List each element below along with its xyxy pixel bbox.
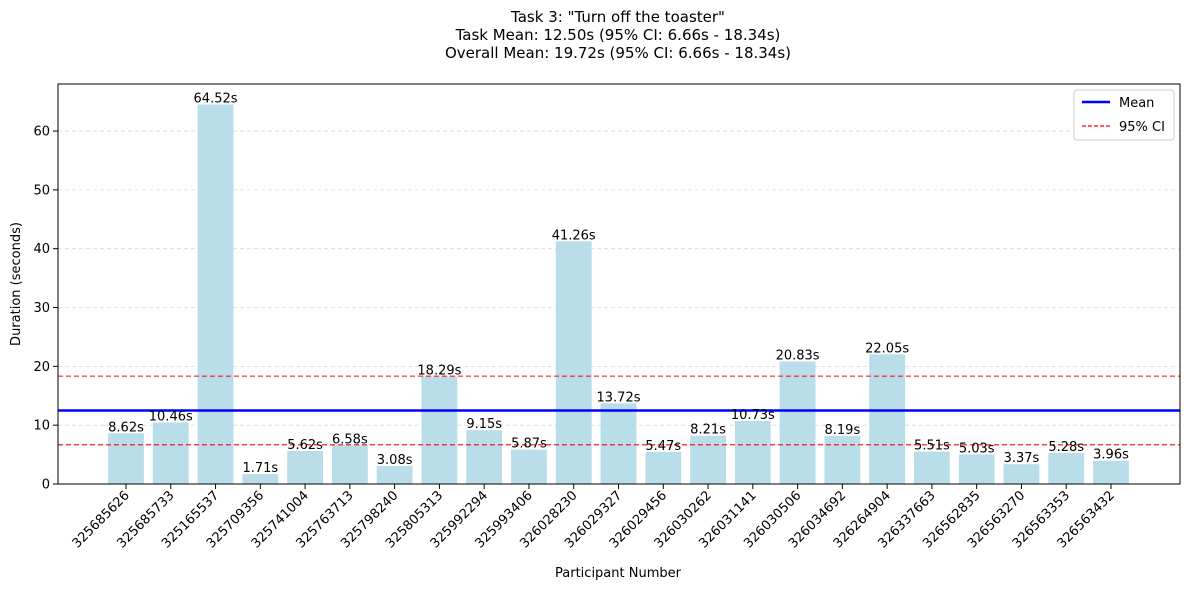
bar: [152, 422, 189, 484]
y-axis-label: Duration (seconds): [9, 222, 24, 346]
y-tick-label: 10: [33, 419, 50, 434]
bar-value-label: 8.62s: [108, 420, 144, 435]
legend-mean-label: Mean: [1119, 96, 1154, 111]
bar: [331, 445, 368, 484]
bar-value-label: 20.83s: [776, 348, 820, 363]
chart-title: Task 3: "Turn off the toaster" Task Mean…: [445, 8, 791, 62]
bar-value-label: 10.73s: [731, 408, 775, 423]
bar: [869, 354, 906, 484]
legend: Mean 95% CI: [1073, 89, 1175, 141]
bar-value-label: 41.26s: [552, 228, 596, 243]
bar: [824, 435, 861, 484]
bar: [690, 435, 726, 484]
bar: [1048, 452, 1085, 484]
bar-value-label: 5.28s: [1048, 440, 1084, 455]
bar: [734, 420, 771, 484]
bar-value-label: 3.08s: [377, 453, 413, 468]
y-tick-label: 50: [33, 183, 50, 198]
bar-value-label: 22.05s: [865, 341, 909, 356]
bar-value-label: 8.19s: [825, 423, 861, 438]
title-line-1: Task 3: "Turn off the toaster": [510, 8, 725, 26]
bar-value-label: 5.03s: [959, 441, 995, 456]
bar: [511, 449, 547, 484]
y-tick-label: 20: [33, 360, 50, 375]
bar: [1003, 464, 1040, 484]
bar-value-label: 3.96s: [1093, 448, 1129, 463]
bar-value-label: 5.62s: [287, 438, 323, 453]
bar-value-label: 6.58s: [332, 432, 368, 447]
title-line-3: Overall Mean: 19.72s (95% CI: 6.66s - 18…: [445, 44, 791, 62]
bar: [914, 451, 950, 484]
bar: [555, 241, 592, 484]
bar: [1093, 460, 1129, 484]
bars: [108, 104, 1129, 485]
bar-value-label: 8.21s: [690, 423, 726, 438]
bar-value-label: 9.15s: [466, 417, 502, 432]
title-line-2: Task Mean: 12.50s (95% CI: 6.66s - 18.34…: [455, 26, 781, 44]
bar-value-label: 64.52s: [194, 91, 238, 106]
bar-value-label: 5.51s: [914, 439, 950, 454]
reference-lines: [58, 375, 1180, 446]
bar-value-label: 13.72s: [597, 390, 641, 405]
bar-value-label: 5.47s: [645, 439, 681, 454]
bar: [466, 430, 503, 484]
y-axis-ticks: 0 10 20 30 40 50 60: [33, 125, 58, 493]
bar-value-label: 5.87s: [511, 436, 547, 451]
y-tick-label: 30: [33, 301, 50, 316]
bar: [645, 451, 682, 484]
legend-ci-label: 95% CI: [1119, 120, 1165, 135]
y-tick-label: 60: [33, 125, 50, 140]
bar-value-label: 10.46s: [149, 409, 193, 424]
bar: [779, 361, 816, 484]
grid-lines: [58, 130, 1180, 426]
x-axis-ticks: 3256856263256857333251655373257093563257…: [70, 484, 1118, 551]
x-axis-label: Participant Number: [555, 566, 682, 581]
bar-value-label: 18.29s: [417, 363, 461, 378]
y-tick-label: 0: [42, 478, 50, 493]
bar: [376, 465, 413, 484]
value-labels: 8.62s 10.46s 64.52s 1.71s 5.62s 6.58s 3.08s 18.…: [108, 91, 1129, 475]
bar-value-label: 1.71s: [242, 461, 278, 476]
y-tick-label: 40: [33, 242, 50, 257]
bar: [108, 433, 144, 484]
bar: [287, 450, 323, 484]
bar-value-label: 3.37s: [1004, 451, 1040, 466]
bar: [600, 403, 637, 484]
bar: [197, 104, 234, 485]
bar: [958, 454, 995, 484]
bar: [421, 376, 458, 484]
bar: [242, 473, 279, 484]
